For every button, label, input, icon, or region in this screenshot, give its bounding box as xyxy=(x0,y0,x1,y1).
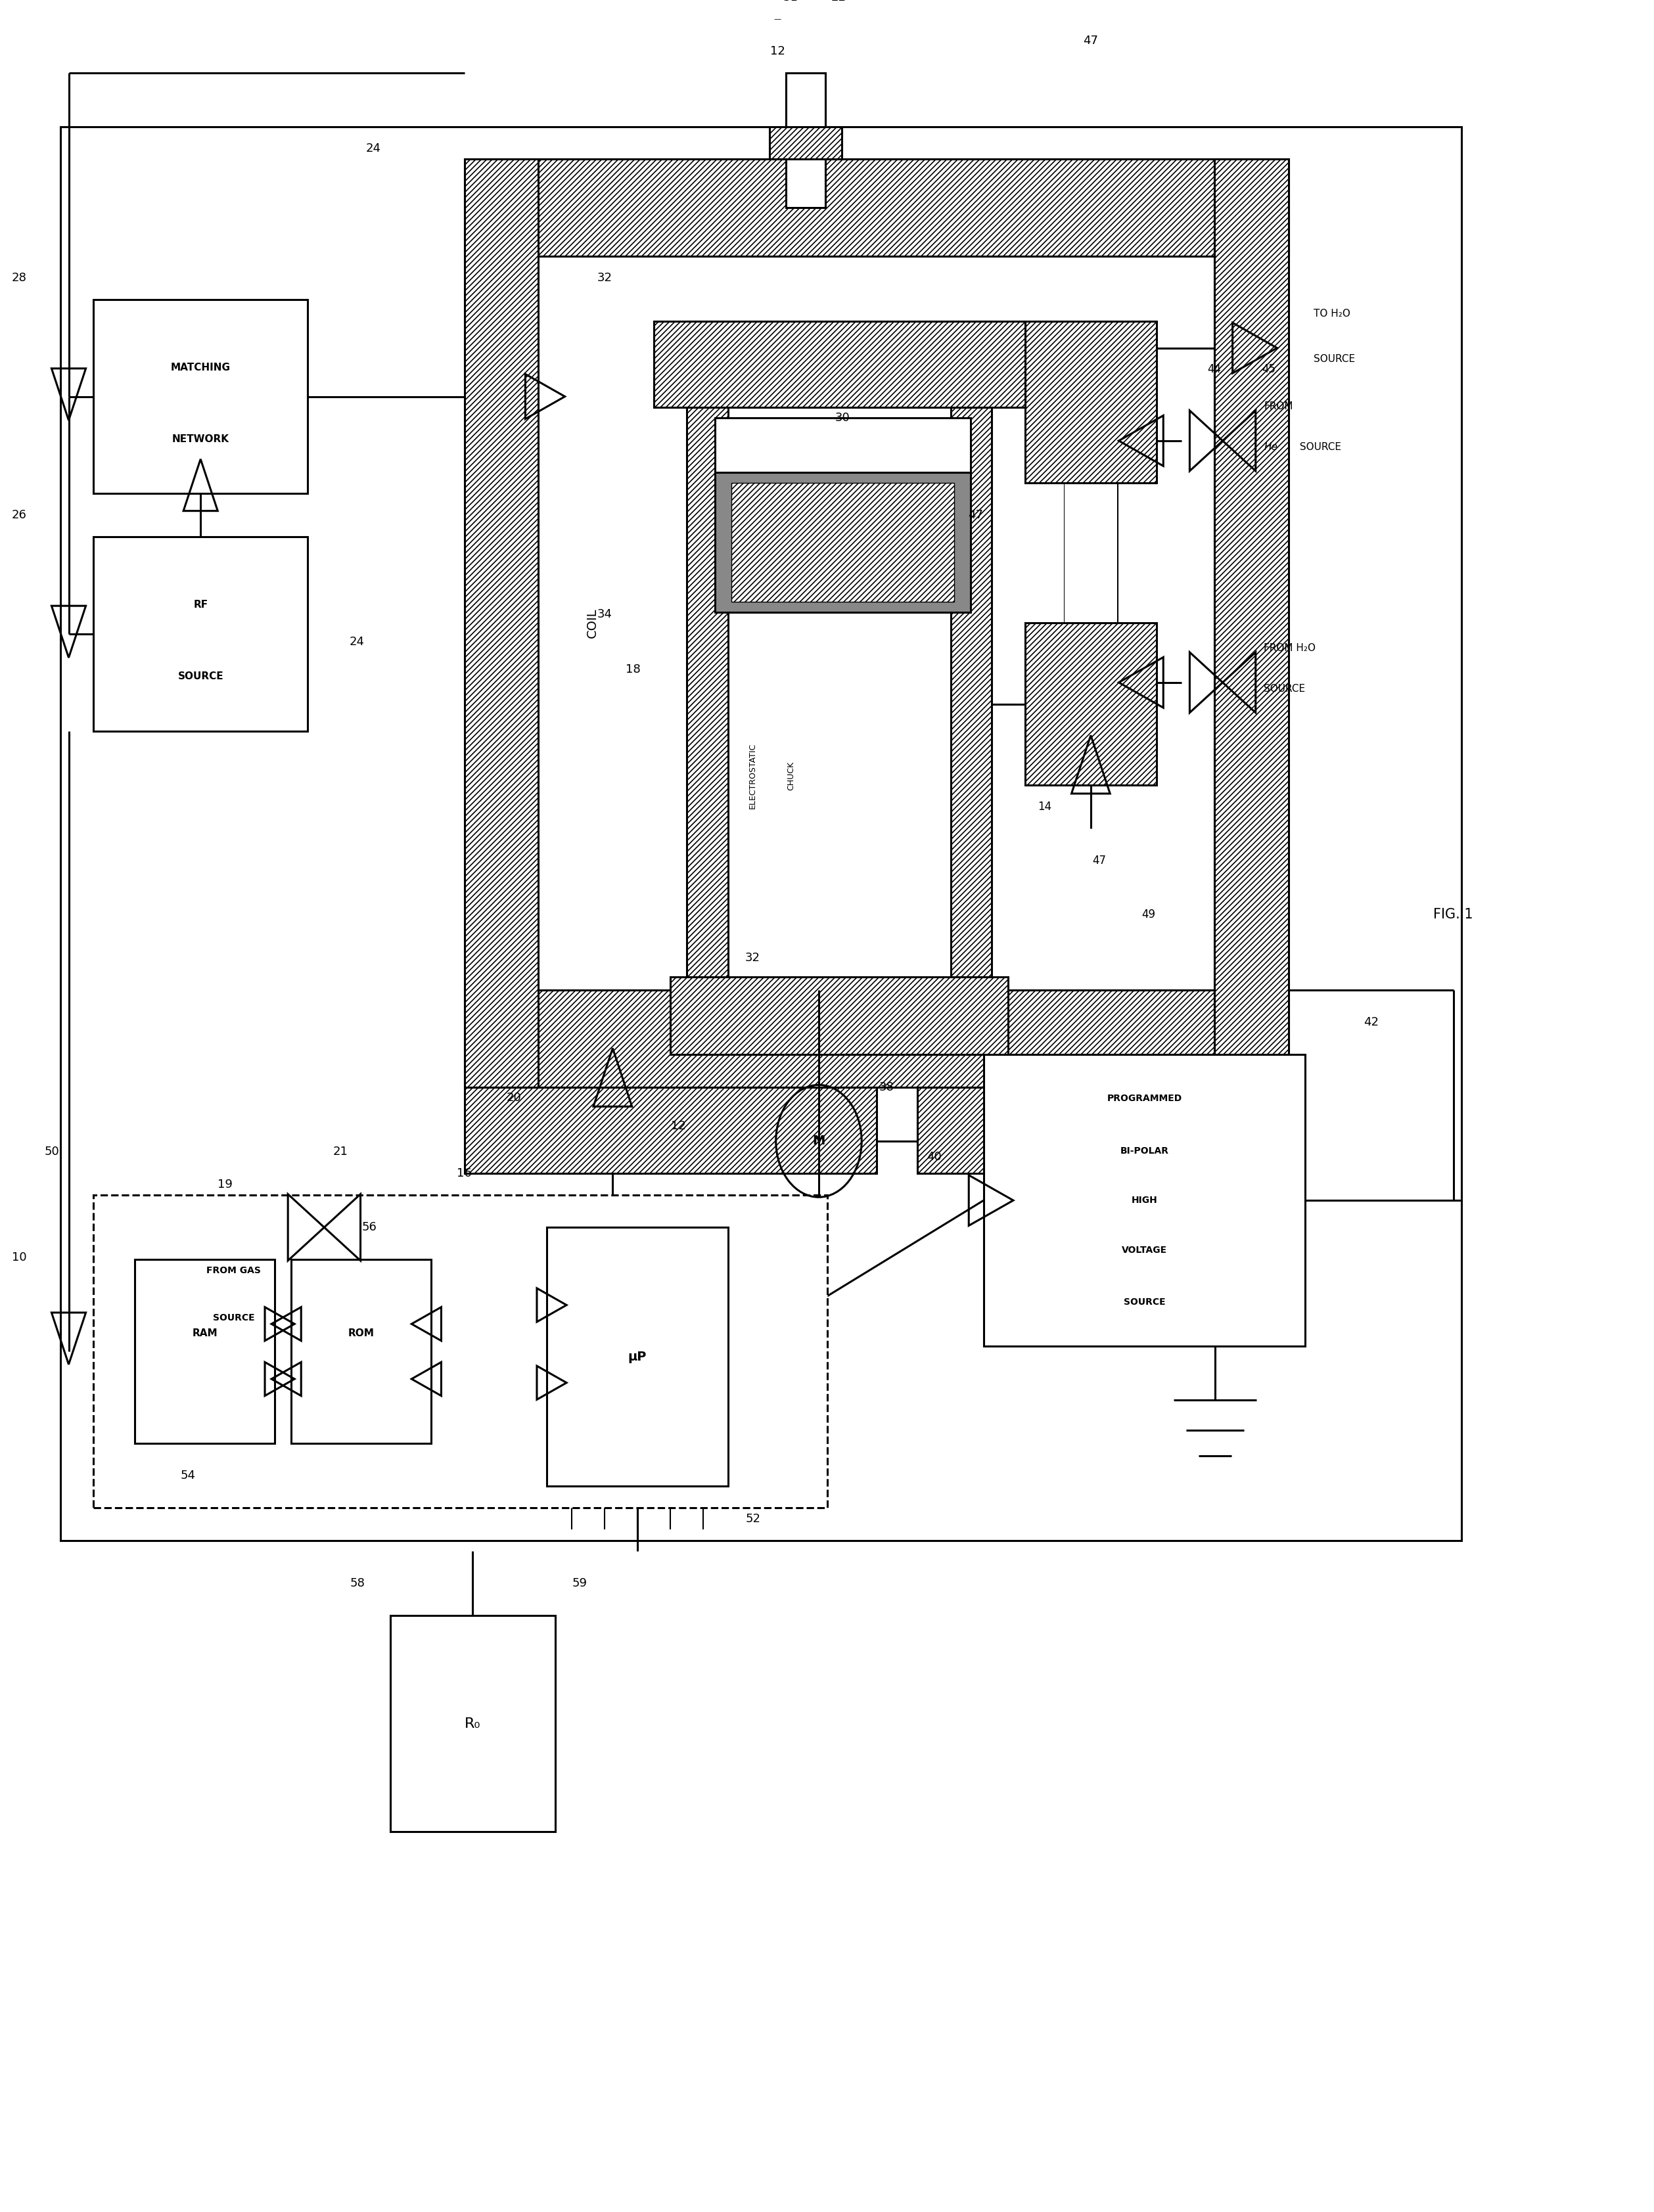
Text: M: M xyxy=(812,1135,825,1148)
Text: COIL: COIL xyxy=(586,608,599,637)
Text: MATCHING: MATCHING xyxy=(170,363,230,372)
Text: 38: 38 xyxy=(878,1082,893,1093)
Text: 10: 10 xyxy=(12,1252,26,1263)
Text: 14: 14 xyxy=(1037,801,1052,812)
Bar xyxy=(670,978,1009,1055)
Bar xyxy=(291,1259,432,1442)
Text: 31: 31 xyxy=(784,0,799,2)
Text: 50: 50 xyxy=(45,1146,60,1157)
Bar xyxy=(465,991,1288,1086)
Text: 22: 22 xyxy=(830,0,847,2)
Text: CHUCK: CHUCK xyxy=(786,761,796,790)
Text: 19: 19 xyxy=(218,1179,233,1190)
Bar xyxy=(61,126,1462,1540)
Text: 40: 40 xyxy=(926,1150,941,1164)
Text: 32: 32 xyxy=(746,951,761,964)
Text: μP: μP xyxy=(629,1352,647,1363)
Text: 28: 28 xyxy=(12,272,26,283)
Text: 32: 32 xyxy=(597,272,612,283)
Bar xyxy=(134,1259,275,1442)
Text: SOURCE: SOURCE xyxy=(1264,684,1305,695)
Text: 30: 30 xyxy=(835,411,850,425)
Text: 24: 24 xyxy=(349,635,366,648)
Text: NETWORK: NETWORK xyxy=(172,434,230,445)
Text: —: — xyxy=(774,15,781,22)
Text: R₀: R₀ xyxy=(465,1717,481,1730)
Bar xyxy=(769,126,842,159)
Text: 12: 12 xyxy=(771,44,786,58)
Bar xyxy=(715,471,971,613)
Bar xyxy=(93,538,308,730)
Text: 49: 49 xyxy=(1141,909,1156,920)
Bar xyxy=(547,1228,728,1486)
Text: SOURCE: SOURCE xyxy=(1313,354,1355,363)
Text: 12: 12 xyxy=(672,1119,686,1133)
Text: SOURCE: SOURCE xyxy=(213,1314,255,1323)
Text: 42: 42 xyxy=(1363,1018,1378,1029)
Bar xyxy=(390,1615,556,1832)
Text: 47: 47 xyxy=(968,509,982,522)
Bar xyxy=(1065,482,1116,624)
Text: 21: 21 xyxy=(332,1146,349,1157)
Text: HIGH: HIGH xyxy=(1131,1197,1158,1206)
Text: 24: 24 xyxy=(366,142,380,155)
Text: ROM: ROM xyxy=(349,1327,374,1338)
Bar xyxy=(951,321,992,1055)
Text: 34: 34 xyxy=(597,608,612,619)
Text: 16: 16 xyxy=(457,1168,471,1179)
Bar xyxy=(653,321,1025,407)
Text: BI-POLAR: BI-POLAR xyxy=(1120,1146,1169,1155)
Text: RF: RF xyxy=(194,599,208,611)
Bar xyxy=(984,1055,1305,1347)
Bar xyxy=(93,1194,827,1509)
Text: FIG. 1: FIG. 1 xyxy=(1434,907,1474,920)
Bar xyxy=(1025,624,1156,785)
Text: TO H₂O: TO H₂O xyxy=(1313,307,1350,319)
Text: SOURCE: SOURCE xyxy=(1297,442,1341,451)
Text: PROGRAMMED: PROGRAMMED xyxy=(1107,1093,1183,1104)
Bar xyxy=(1025,321,1156,482)
Text: 45: 45 xyxy=(1262,363,1275,376)
Text: 59: 59 xyxy=(572,1577,587,1590)
Text: ELECTROSTATIC: ELECTROSTATIC xyxy=(749,743,758,810)
Bar xyxy=(786,97,825,208)
Bar xyxy=(731,482,954,602)
Text: He: He xyxy=(1264,442,1277,451)
Text: 47: 47 xyxy=(1092,854,1107,867)
Bar xyxy=(539,257,1214,991)
Text: SOURCE: SOURCE xyxy=(177,672,223,681)
Bar xyxy=(715,418,971,471)
Text: 47: 47 xyxy=(1083,35,1098,46)
Bar xyxy=(465,159,539,1086)
Text: 54: 54 xyxy=(180,1469,195,1482)
Bar xyxy=(465,159,1288,257)
Text: 52: 52 xyxy=(746,1513,761,1524)
Bar xyxy=(465,1086,877,1172)
Bar xyxy=(686,321,728,1055)
Bar xyxy=(728,321,951,1055)
Text: FROM H₂O: FROM H₂O xyxy=(1264,644,1317,653)
Text: VOLTAGE: VOLTAGE xyxy=(1121,1245,1168,1254)
Text: FROM: FROM xyxy=(1264,400,1293,411)
Text: FROM GAS: FROM GAS xyxy=(207,1265,261,1274)
Bar xyxy=(1214,159,1288,1086)
Text: 56: 56 xyxy=(362,1221,377,1234)
Text: 26: 26 xyxy=(12,509,26,522)
Text: 44: 44 xyxy=(1207,363,1221,376)
Bar xyxy=(93,299,308,493)
Text: 20: 20 xyxy=(506,1093,521,1104)
Text: SOURCE: SOURCE xyxy=(1123,1298,1166,1307)
Text: 58: 58 xyxy=(349,1577,364,1590)
Bar xyxy=(786,73,825,126)
Bar xyxy=(918,1086,1288,1172)
Text: RAM: RAM xyxy=(192,1327,217,1338)
Text: 18: 18 xyxy=(625,664,640,675)
